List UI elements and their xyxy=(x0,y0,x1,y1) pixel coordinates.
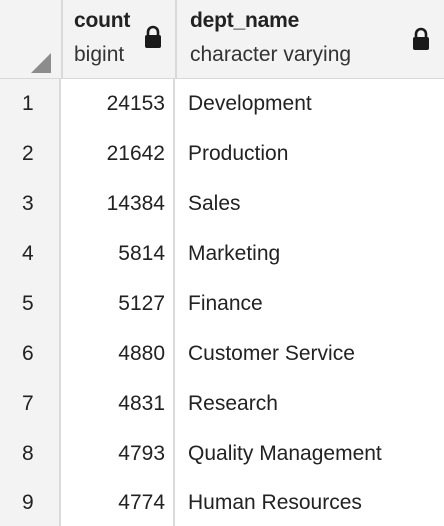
table-row[interactable]: 8 4793 Quality Management xyxy=(0,429,444,480)
column-type: character varying xyxy=(190,43,352,66)
row-number[interactable]: 8 xyxy=(0,429,61,479)
table-row[interactable]: 9 4774 Human Resources xyxy=(0,479,444,526)
column-type: bigint xyxy=(74,43,125,66)
lock-icon xyxy=(145,25,161,48)
cell-dept-name[interactable]: Human Resources xyxy=(188,491,362,514)
row-number[interactable]: 6 xyxy=(0,329,61,379)
cell-count[interactable]: 21642 xyxy=(61,129,175,179)
column-name: dept_name xyxy=(190,9,300,32)
row-number[interactable]: 3 xyxy=(0,179,61,229)
cell-dept-name[interactable]: Marketing xyxy=(188,242,281,265)
cell-dept-name[interactable]: Development xyxy=(188,92,312,115)
cell-dept-name[interactable]: Sales xyxy=(188,192,241,215)
table-row[interactable]: 6 4880 Customer Service xyxy=(0,329,444,380)
grid-header: count bigint dept_name character varying xyxy=(0,0,444,79)
column-header-dept-name[interactable]: dept_name character varying xyxy=(177,0,444,78)
row-number[interactable]: 4 xyxy=(0,229,61,279)
cell-dept-name[interactable]: Production xyxy=(188,142,289,165)
cell-count[interactable]: 24153 xyxy=(61,79,175,129)
cell-count[interactable]: 4880 xyxy=(61,329,175,379)
cell-dept-name[interactable]: Customer Service xyxy=(188,342,355,365)
table-row[interactable]: 2 21642 Production xyxy=(0,129,444,180)
lock-icon xyxy=(413,27,429,50)
cell-dept-name[interactable]: Finance xyxy=(188,292,263,315)
cell-count[interactable]: 14384 xyxy=(61,179,175,229)
cell-count[interactable]: 4793 xyxy=(61,429,175,479)
column-header-count[interactable]: count bigint xyxy=(61,0,177,78)
cell-count[interactable]: 4831 xyxy=(61,379,175,429)
column-name: count xyxy=(74,9,131,32)
row-number[interactable]: 5 xyxy=(0,279,61,329)
cell-count[interactable]: 4774 xyxy=(61,479,175,526)
cell-dept-name[interactable]: Research xyxy=(188,392,278,415)
table-row[interactable]: 4 5814 Marketing xyxy=(0,229,444,280)
row-number[interactable]: 1 xyxy=(0,79,61,129)
cell-dept-name[interactable]: Quality Management xyxy=(188,442,382,465)
cell-count[interactable]: 5127 xyxy=(61,279,175,329)
row-number[interactable]: 9 xyxy=(0,479,61,526)
row-number[interactable]: 7 xyxy=(0,379,61,429)
cell-count[interactable]: 5814 xyxy=(61,229,175,279)
row-number[interactable]: 2 xyxy=(0,129,61,179)
table-row[interactable]: 3 14384 Sales xyxy=(0,179,444,230)
table-row[interactable]: 5 5127 Finance xyxy=(0,279,444,330)
table-row[interactable]: 7 4831 Research xyxy=(0,379,444,430)
table-row[interactable]: 1 24153 Development xyxy=(0,79,444,130)
select-all-corner[interactable] xyxy=(0,0,63,78)
corner-triangle-icon xyxy=(31,53,51,73)
